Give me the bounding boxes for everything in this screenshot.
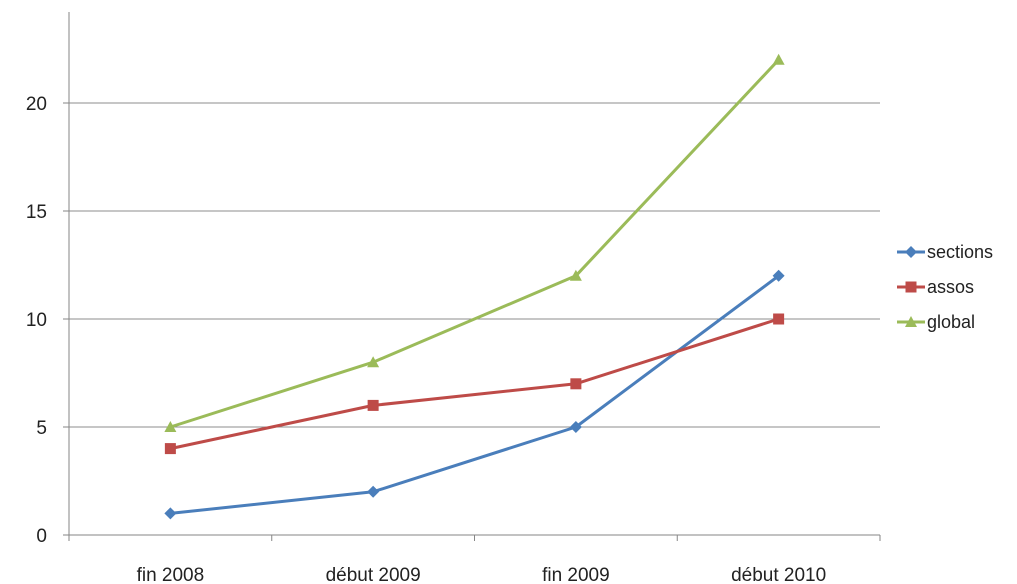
data-point — [905, 246, 917, 258]
data-point — [772, 269, 785, 282]
x-tick-label: début 2010 — [731, 565, 826, 584]
data-point — [164, 507, 177, 520]
legend-label: sections — [927, 242, 993, 262]
gridlines — [69, 102, 880, 428]
data-point — [905, 281, 917, 293]
data-point — [164, 443, 176, 455]
data-point — [367, 356, 380, 368]
series-global — [164, 53, 785, 432]
x-tick-label: fin 2008 — [137, 565, 205, 584]
data-point — [569, 269, 582, 281]
series-assos — [164, 313, 785, 455]
legend-item-global: global — [897, 312, 975, 332]
data-point — [570, 378, 582, 390]
y-tick-label: 10 — [26, 310, 47, 331]
y-tick-label: 5 — [36, 418, 47, 439]
series-line — [170, 317, 780, 451]
data-point — [905, 316, 917, 327]
data-point — [367, 485, 380, 498]
series-line — [169, 58, 780, 429]
legend-item-sections: sections — [897, 242, 993, 262]
y-tick-label: 20 — [26, 94, 47, 115]
data-point — [773, 313, 785, 325]
legend: sections assos global — [897, 242, 993, 332]
legend-label: assos — [927, 277, 974, 297]
y-tick-label: 0 — [36, 526, 47, 547]
legend-item-assos: assos — [897, 277, 974, 297]
data-point — [569, 421, 582, 433]
x-tick-label: fin 2009 — [542, 565, 610, 584]
data-point — [772, 53, 785, 65]
legend-label: global — [927, 312, 975, 332]
y-tick-label: 15 — [26, 202, 47, 223]
axes: 0 5 10 15 20 fin 2008 début 2009 fin 2009 début … — [26, 12, 881, 584]
data-point — [367, 399, 379, 411]
series-lines — [164, 53, 785, 520]
x-tick-label: début 2009 — [326, 565, 421, 584]
data-point — [164, 421, 177, 432]
